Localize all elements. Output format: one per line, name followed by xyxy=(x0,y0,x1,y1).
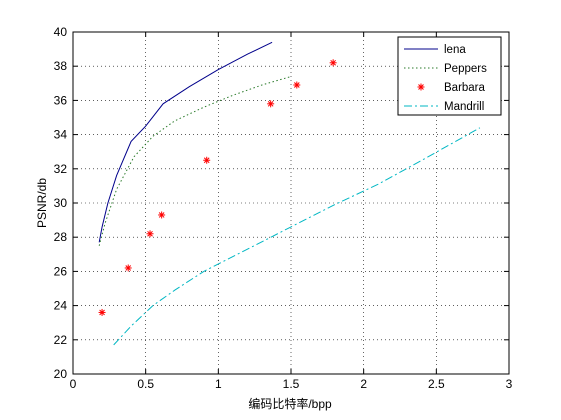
series-layer xyxy=(98,41,481,346)
legend-box xyxy=(397,36,502,116)
y-tick-label: 32 xyxy=(54,162,68,176)
legend: lena Peppers Barbara Mandrill xyxy=(397,36,502,116)
x-tick-label: 1.5 xyxy=(283,377,300,391)
x-axis-label: 编码比特率/bpp xyxy=(248,396,332,411)
x-tick-label: 3 xyxy=(506,377,513,391)
legend-label-lena: lena xyxy=(444,44,466,56)
data-point-barbara xyxy=(329,59,337,67)
y-tick-label: 20 xyxy=(54,367,68,381)
y-tick-label: 22 xyxy=(54,333,68,347)
y-tick-label: 38 xyxy=(54,59,68,73)
data-point-barbara xyxy=(146,230,154,238)
x-tick-label: 2 xyxy=(360,377,367,391)
x-tick-label: 2.5 xyxy=(428,377,445,391)
x-tick-label: 0 xyxy=(70,377,77,391)
y-tick-label: 40 xyxy=(54,25,68,39)
series-line-lena xyxy=(98,41,273,243)
y-axis-label: PSNR/db xyxy=(35,178,49,228)
legend-label-mandrill: Mandrill xyxy=(444,101,484,113)
grid-lines xyxy=(73,32,509,374)
y-tick-label: 34 xyxy=(54,128,68,142)
y-tick-label: 24 xyxy=(54,299,68,313)
y-tick-label: 26 xyxy=(54,264,68,278)
data-point-barbara xyxy=(158,211,166,219)
y-tick-label: 36 xyxy=(54,93,68,107)
legend-marker-barbara xyxy=(417,83,425,91)
y-tick-label: 30 xyxy=(54,196,68,210)
data-point-barbara xyxy=(293,81,301,89)
series-line-mandrill xyxy=(113,127,481,346)
legend-label-barbara: Barbara xyxy=(444,82,486,94)
data-point-barbara xyxy=(124,264,132,272)
x-tick-label: 1 xyxy=(215,377,222,391)
data-point-barbara xyxy=(98,308,106,316)
axis-ticks: 0 0.5 1 1.5 2 2.5 3 20 22 24 26 28 30 32 34 36 38 40 xyxy=(54,25,513,391)
data-point-barbara xyxy=(203,156,211,164)
data-point-barbara xyxy=(267,100,275,108)
x-tick-label: 0.5 xyxy=(137,377,154,391)
legend-label-peppers: Peppers xyxy=(444,63,487,75)
y-tick-label: 28 xyxy=(54,230,68,244)
series-line-peppers xyxy=(98,76,292,246)
